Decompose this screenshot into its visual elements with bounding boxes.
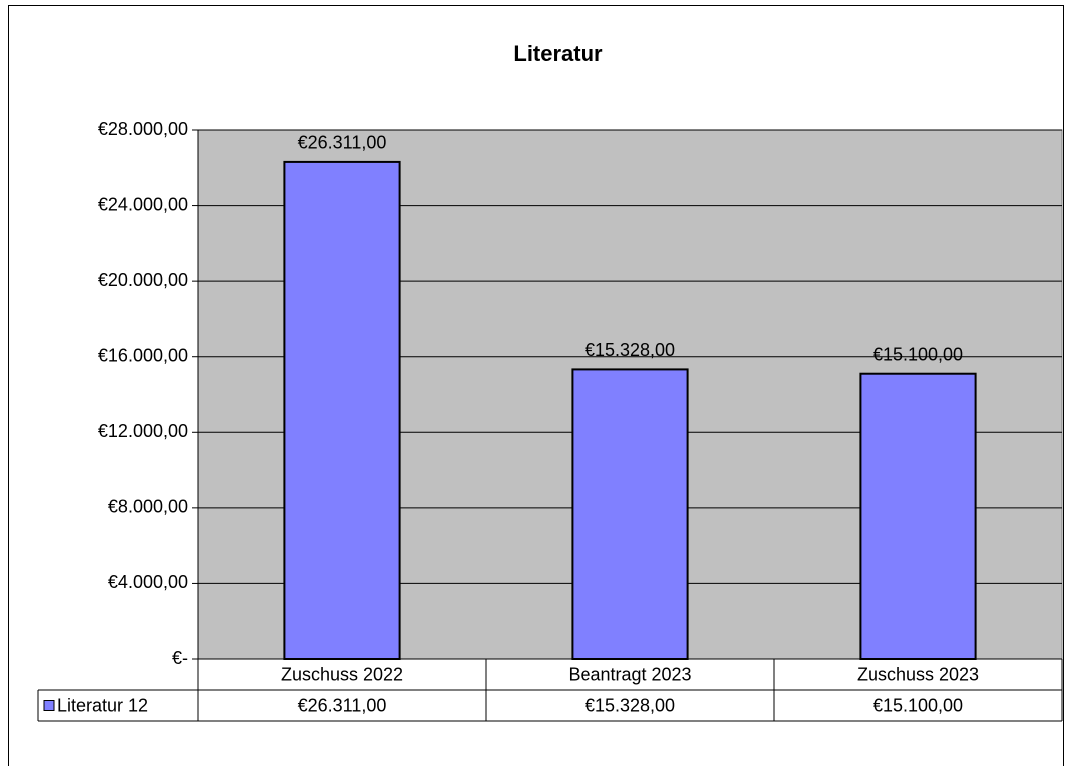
legend-key [43,700,55,711]
y-tick-label: €24.000,00 [98,194,188,214]
bar [283,160,401,660]
y-tick-label: €- [172,648,188,668]
y-tick-label: €12.000,00 [98,421,188,441]
data-label: €15.100,00 [873,344,963,364]
y-tick-label: €16.000,00 [98,345,188,365]
table-cell: €15.100,00 [873,695,963,715]
data-label: €26.311,00 [298,133,387,153]
table-cell: €15.328,00 [585,695,675,715]
y-tick-label: €4.000,00 [108,572,188,592]
data-label: €15.328,00 [585,340,675,360]
y-tick-label: €8.000,00 [108,497,188,517]
x-tick-label: Beantragt 2023 [568,664,691,684]
x-tick-label: Zuschuss 2023 [857,664,979,684]
table-cell: €26.311,00 [298,695,387,715]
y-tick-label: €28.000,00 [98,119,188,139]
legend-label: Literatur 12 [57,695,148,715]
x-tick-label: Zuschuss 2022 [281,664,403,684]
bar [571,368,689,660]
chart-title: Literatur [513,41,603,66]
y-tick-label: €20.000,00 [98,270,188,290]
bar [859,372,977,660]
